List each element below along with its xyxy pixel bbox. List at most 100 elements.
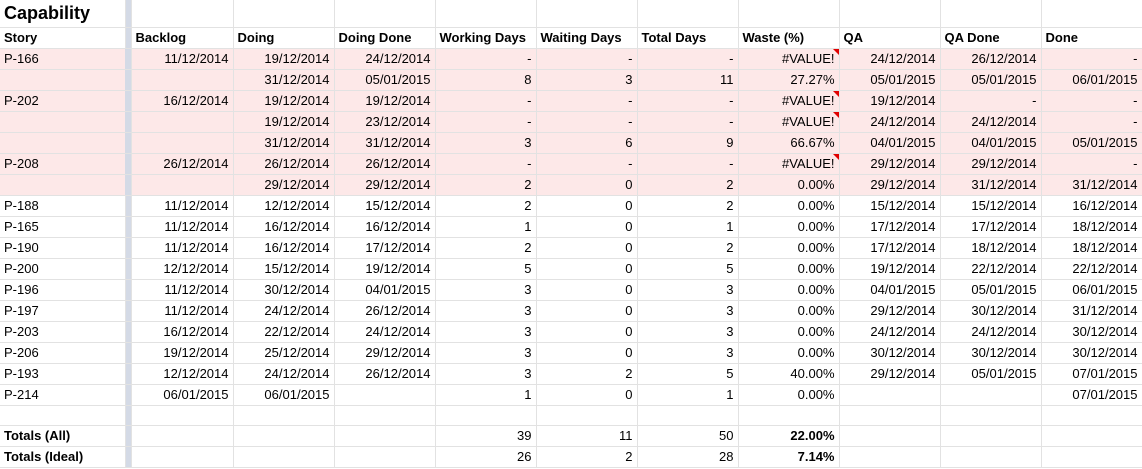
cell-done[interactable]: 22/12/2014	[1041, 258, 1142, 280]
cell-working-days[interactable]: 2	[435, 174, 537, 196]
cell-story[interactable]: P-197	[0, 300, 126, 322]
cell-waiting-days[interactable]: 0	[536, 237, 638, 259]
cell-story[interactable]: P-188	[0, 195, 126, 217]
header-total-days[interactable]: Total Days	[637, 27, 739, 49]
freeze-bar[interactable]	[125, 132, 132, 154]
cell-backlog[interactable]: 16/12/2014	[131, 90, 234, 112]
cell-working-days[interactable]: 3	[435, 363, 537, 385]
header-qa-done[interactable]: QA Done	[940, 27, 1042, 49]
cell-backlog[interactable]: 12/12/2014	[131, 258, 234, 280]
cell-doing[interactable]: 30/12/2014	[233, 279, 335, 301]
cell-total-days[interactable]: 3	[637, 300, 739, 322]
cell-doing[interactable]: 16/12/2014	[233, 237, 335, 259]
cell-backlog[interactable]	[131, 174, 234, 196]
header-doing-done[interactable]: Doing Done	[334, 27, 436, 49]
cell-working-days[interactable]: 3	[435, 132, 537, 154]
cell-working-days[interactable]: -	[435, 111, 537, 133]
cell-qa-done[interactable]: 26/12/2014	[940, 48, 1042, 70]
cell-done[interactable]: 07/01/2015	[1041, 384, 1142, 406]
empty-cell[interactable]	[940, 0, 1042, 28]
cell-waste[interactable]	[738, 405, 840, 426]
freeze-bar[interactable]	[125, 342, 132, 364]
cell-done[interactable]: 30/12/2014	[1041, 342, 1142, 364]
cell-done[interactable]: 18/12/2014	[1041, 237, 1142, 259]
cell-waste[interactable]: #VALUE!	[738, 153, 840, 175]
totals-qa-done[interactable]	[940, 425, 1042, 447]
cell-total-days[interactable]: -	[637, 153, 739, 175]
header-backlog[interactable]: Backlog	[131, 27, 234, 49]
totals-doing-done[interactable]	[334, 446, 436, 468]
cell-doing[interactable]: 06/01/2015	[233, 384, 335, 406]
cell-total-days[interactable]: 2	[637, 195, 739, 217]
cell-doing-done[interactable]: 04/01/2015	[334, 279, 436, 301]
cell-doing-done[interactable]: 16/12/2014	[334, 216, 436, 238]
cell-working-days[interactable]: -	[435, 90, 537, 112]
cell-qa-done[interactable]: 24/12/2014	[940, 111, 1042, 133]
cell-doing[interactable]	[233, 405, 335, 426]
cell-qa[interactable]	[839, 405, 941, 426]
cell-doing-done[interactable]: 15/12/2014	[334, 195, 436, 217]
cell-working-days[interactable]: 8	[435, 69, 537, 91]
header-qa[interactable]: QA	[839, 27, 941, 49]
cell-qa-done[interactable]: 17/12/2014	[940, 216, 1042, 238]
cell-working-days[interactable]: 5	[435, 258, 537, 280]
totals-waiting-days[interactable]: 2	[536, 446, 638, 468]
cell-waste[interactable]: 0.00%	[738, 195, 840, 217]
cell-waiting-days[interactable]: 0	[536, 195, 638, 217]
cell-backlog[interactable]: 19/12/2014	[131, 342, 234, 364]
cell-doing-done[interactable]: 19/12/2014	[334, 258, 436, 280]
totals-doing-done[interactable]	[334, 425, 436, 447]
cell-story[interactable]: P-165	[0, 216, 126, 238]
totals-done[interactable]	[1041, 446, 1142, 468]
cell-done[interactable]: 06/01/2015	[1041, 279, 1142, 301]
cell-backlog[interactable]: 11/12/2014	[131, 195, 234, 217]
cell-waste[interactable]: 27.27%	[738, 69, 840, 91]
cell-waiting-days[interactable]: -	[536, 48, 638, 70]
freeze-bar[interactable]	[125, 363, 132, 385]
cell-story[interactable]	[0, 111, 125, 133]
cell-story[interactable]	[0, 132, 125, 154]
cell-doing-done[interactable]: 19/12/2014	[334, 90, 436, 112]
cell-qa[interactable]: 30/12/2014	[839, 342, 941, 364]
freeze-bar[interactable]	[125, 27, 132, 49]
cell-story[interactable]: P-166	[0, 48, 125, 70]
empty-cell[interactable]	[233, 0, 335, 28]
cell-doing[interactable]: 12/12/2014	[233, 195, 335, 217]
freeze-bar[interactable]	[125, 300, 132, 322]
cell-doing-done[interactable]: 24/12/2014	[334, 321, 436, 343]
cell-qa-done[interactable]: 05/01/2015	[940, 279, 1042, 301]
cell-total-days[interactable]: 1	[637, 216, 739, 238]
empty-cell[interactable]	[839, 0, 941, 28]
empty-cell[interactable]	[131, 0, 234, 28]
empty-cell[interactable]	[1041, 0, 1142, 28]
cell-qa-done[interactable]: 30/12/2014	[940, 342, 1042, 364]
cell-working-days[interactable]: -	[435, 48, 537, 70]
cell-doing[interactable]: 31/12/2014	[233, 132, 335, 154]
cell-done[interactable]: -	[1041, 48, 1142, 70]
freeze-bar[interactable]	[125, 425, 132, 447]
cell-qa-done[interactable]: 04/01/2015	[940, 132, 1042, 154]
cell-doing-done[interactable]: 05/01/2015	[334, 69, 436, 91]
cell-total-days[interactable]	[637, 405, 739, 426]
cell-qa-done[interactable]: 29/12/2014	[940, 153, 1042, 175]
cell-done[interactable]: 16/12/2014	[1041, 195, 1142, 217]
totals-qa[interactable]	[839, 446, 941, 468]
totals-done[interactable]	[1041, 425, 1142, 447]
cell-qa[interactable]	[839, 384, 941, 406]
cell-done[interactable]: -	[1041, 90, 1142, 112]
cell-total-days[interactable]: 3	[637, 279, 739, 301]
cell-backlog[interactable]: 12/12/2014	[131, 363, 234, 385]
cell-working-days[interactable]: 3	[435, 300, 537, 322]
cell-backlog[interactable]: 16/12/2014	[131, 321, 234, 343]
freeze-bar[interactable]	[125, 446, 132, 468]
cell-story[interactable]: P-196	[0, 279, 126, 301]
freeze-bar[interactable]	[125, 0, 132, 28]
cell-doing-done[interactable]: 26/12/2014	[334, 363, 436, 385]
freeze-bar[interactable]	[125, 195, 132, 217]
cell-working-days[interactable]: 2	[435, 195, 537, 217]
cell-doing-done[interactable]: 31/12/2014	[334, 132, 436, 154]
cell-working-days[interactable]: 1	[435, 216, 537, 238]
cell-waste[interactable]: 0.00%	[738, 300, 840, 322]
cell-story[interactable]	[0, 405, 126, 426]
cell-qa-done[interactable]: 31/12/2014	[940, 174, 1042, 196]
